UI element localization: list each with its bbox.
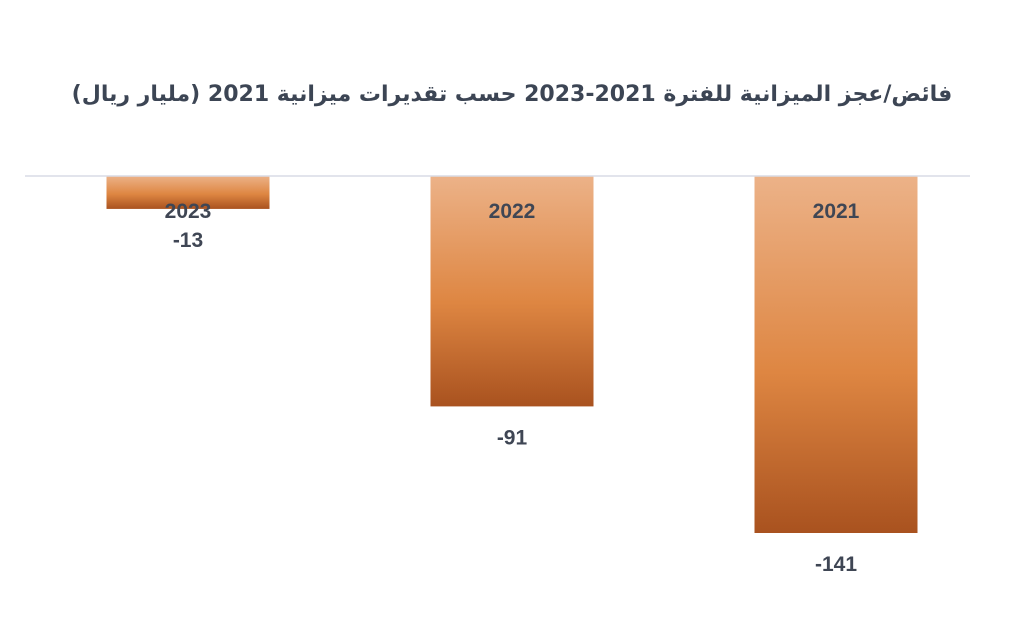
value-label-2021: -141 [815,553,857,576]
bar-2021 [754,176,918,533]
category-label-2022: 2022 [489,200,536,223]
category-label-2021: 2021 [813,200,860,223]
category-label-2023: 2023 [165,200,212,223]
chart-title: فائض/عجز الميزانية للفترة 2021-2023 حسب … [71,82,953,107]
bar-2023 [106,176,270,209]
bars-layer [106,176,918,533]
bar-2022 [430,176,594,407]
value-label-2022: -91 [497,426,528,449]
labels-layer: 2023 -13 2022 -91 2021 -141 [165,200,860,576]
value-label-2023: -13 [173,229,203,252]
